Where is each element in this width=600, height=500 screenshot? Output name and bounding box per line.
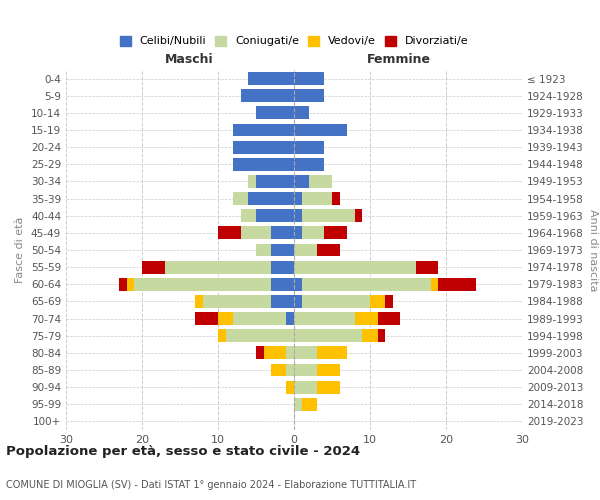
Bar (294, 210, 302, 222)
Bar (385, 295, 393, 308)
Bar (218, 226, 241, 239)
Text: Femmine: Femmine (367, 54, 431, 66)
Bar (294, 312, 355, 325)
Bar (218, 312, 233, 325)
Bar (317, 380, 340, 394)
Bar (248, 72, 294, 85)
Bar (294, 346, 317, 360)
Bar (256, 210, 294, 222)
Bar (416, 260, 439, 274)
Bar (263, 346, 286, 360)
Y-axis label: Anni di nascita: Anni di nascita (587, 209, 598, 291)
Bar (294, 398, 302, 410)
Bar (294, 278, 302, 290)
Bar (294, 260, 416, 274)
Bar (294, 158, 325, 170)
Bar (294, 90, 325, 102)
Bar (241, 226, 271, 239)
Bar (294, 72, 325, 85)
Bar (355, 210, 362, 222)
Bar (294, 380, 317, 394)
Bar (127, 278, 134, 290)
Bar (256, 244, 271, 256)
Bar (218, 330, 226, 342)
Text: Maschi: Maschi (165, 54, 214, 66)
Bar (431, 278, 439, 290)
Bar (286, 346, 294, 360)
Bar (302, 210, 355, 222)
Bar (248, 192, 294, 205)
Bar (271, 260, 294, 274)
Bar (317, 244, 340, 256)
Bar (370, 295, 385, 308)
Bar (302, 398, 317, 410)
Bar (332, 192, 340, 205)
Bar (317, 346, 347, 360)
Bar (377, 312, 400, 325)
Bar (233, 192, 248, 205)
Bar (294, 140, 325, 153)
Bar (195, 295, 203, 308)
Bar (294, 106, 309, 120)
Bar (355, 312, 377, 325)
Bar (294, 244, 317, 256)
Bar (294, 226, 302, 239)
Bar (294, 124, 347, 136)
Bar (271, 295, 294, 308)
Bar (256, 346, 263, 360)
Bar (377, 330, 385, 342)
Bar (302, 278, 431, 290)
Bar (248, 175, 256, 188)
Bar (256, 175, 294, 188)
Y-axis label: Fasce di età: Fasce di età (16, 217, 25, 283)
Bar (142, 260, 165, 274)
Bar (317, 364, 340, 376)
Bar (294, 295, 302, 308)
Bar (325, 226, 347, 239)
Bar (309, 175, 332, 188)
Bar (271, 244, 294, 256)
Text: COMUNE DI MIOGLIA (SV) - Dati ISTAT 1° gennaio 2024 - Elaborazione TUTTITALIA.IT: COMUNE DI MIOGLIA (SV) - Dati ISTAT 1° g… (6, 480, 416, 490)
Bar (294, 192, 302, 205)
Bar (165, 260, 271, 274)
Bar (439, 278, 476, 290)
Bar (233, 158, 294, 170)
Bar (233, 124, 294, 136)
Bar (294, 330, 362, 342)
Bar (294, 175, 309, 188)
Bar (302, 295, 370, 308)
Bar (119, 278, 127, 290)
Bar (362, 330, 377, 342)
Bar (271, 278, 294, 290)
Bar (286, 312, 294, 325)
Legend: Celibi/Nubili, Coniugati/e, Vedovi/e, Divorziati/e: Celibi/Nubili, Coniugati/e, Vedovi/e, Di… (116, 32, 472, 50)
Bar (241, 210, 256, 222)
Bar (286, 380, 294, 394)
Bar (203, 295, 271, 308)
Bar (256, 106, 294, 120)
Bar (286, 364, 294, 376)
Bar (195, 312, 218, 325)
Bar (271, 364, 286, 376)
Bar (271, 226, 294, 239)
Bar (302, 226, 325, 239)
Bar (241, 90, 294, 102)
Bar (134, 278, 271, 290)
Bar (233, 312, 286, 325)
Bar (226, 330, 294, 342)
Text: Popolazione per età, sesso e stato civile - 2024: Popolazione per età, sesso e stato civil… (6, 444, 360, 458)
Bar (302, 192, 332, 205)
Bar (294, 364, 317, 376)
Bar (233, 140, 294, 153)
